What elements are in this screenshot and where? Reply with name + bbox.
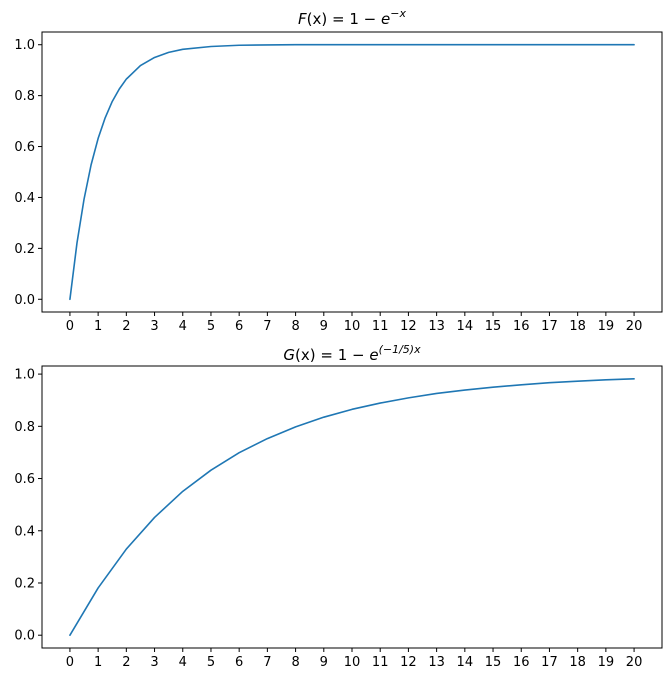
bottom-y-tick-label: 0.6	[14, 472, 35, 487]
bottom-x-tick-label: 17	[541, 655, 558, 670]
bottom-x-tick-label: 12	[400, 655, 417, 670]
bottom-x-tick-label: 14	[457, 655, 474, 670]
bottom-x-tick-label: 4	[179, 655, 187, 670]
top-x-tick-label: 4	[179, 319, 187, 334]
bottom-x-tick-label: 2	[122, 655, 130, 670]
bottom-series-line	[69, 377, 635, 637]
bottom-x-tick-label: 18	[569, 655, 586, 670]
bottom-x-tick-label: 20	[626, 655, 643, 670]
bottom-x-tick-label: 9	[320, 655, 328, 670]
bottom-y-tick-label: 1.0	[14, 368, 35, 383]
top-x-tick-label: 11	[372, 319, 389, 334]
top-x-tick-label: 15	[485, 319, 502, 334]
top-x-tick-label: 14	[457, 319, 474, 334]
top-x-tick-label: 0	[66, 319, 74, 334]
top-y-tick-label: 0.2	[14, 242, 35, 257]
top-title-exponent: −x	[390, 7, 406, 20]
bottom-chart-panel: G(x) = 1 − e(−1/5)x0 1 2 3 4 5 6 7 8 9 10 11 12 13 14 1…	[14, 343, 663, 670]
top-x-tick-label: 10	[344, 319, 361, 334]
top-x-tick-label: 18	[569, 319, 586, 334]
top-x-tick-label: 2	[122, 319, 130, 334]
bottom-x-tick-label: 5	[207, 655, 215, 670]
bottom-x-tick-label: 19	[598, 655, 615, 670]
bottom-x-tick-label: 7	[263, 655, 271, 670]
top-y-tick-label: 0.6	[14, 140, 35, 155]
top-x-tick-label: 17	[541, 319, 558, 334]
top-y-tick-label: 0.0	[14, 293, 35, 308]
bottom-title-func: G	[283, 346, 295, 364]
top-x-tick-label: 7	[263, 319, 271, 334]
top-x-tick-label: 16	[513, 319, 530, 334]
top-x-tick-label: 12	[400, 319, 417, 334]
top-title-eq: = 1 −	[327, 10, 381, 28]
bottom-chart-title: G(x) = 1 − e(−1/5)x	[283, 343, 421, 364]
top-x-tick-label: 8	[291, 319, 299, 334]
bottom-x-tick-label: 13	[428, 655, 445, 670]
top-x-tick-label: 20	[626, 319, 643, 334]
top-x-tick-label: 19	[598, 319, 615, 334]
top-x-tick-label: 13	[428, 319, 445, 334]
top-series-line	[69, 43, 635, 301]
top-axes-frame	[41, 31, 663, 313]
bottom-y-tick-label: 0.0	[14, 629, 35, 644]
bottom-x-tick-label: 16	[513, 655, 530, 670]
bottom-title-eq: = 1 −	[316, 346, 370, 364]
bottom-axes-frame	[41, 365, 663, 649]
top-y-tick-label: 0.8	[14, 89, 35, 104]
bottom-x-tick-label: 10	[344, 655, 361, 670]
bottom-x-tick-label: 15	[485, 655, 502, 670]
top-title-arg: (x)	[307, 10, 328, 28]
bottom-y-tick-label: 0.2	[14, 576, 35, 591]
top-x-tick-label: 3	[150, 319, 158, 334]
top-chart-title: F(x) = 1 − e−x	[298, 7, 406, 28]
bottom-x-tick-label: 8	[291, 655, 299, 670]
bottom-y-tick-label: 0.4	[14, 524, 35, 539]
top-x-tick-label: 9	[320, 319, 328, 334]
bottom-x-tick-label: 0	[66, 655, 74, 670]
bottom-x-tick-label: 3	[150, 655, 158, 670]
bottom-x-tick-label: 6	[235, 655, 243, 670]
top-y-tick-label: 0.4	[14, 191, 35, 206]
top-x-tick-label: 6	[235, 319, 243, 334]
bottom-x-tick-label: 1	[94, 655, 102, 670]
top-x-tick-label: 1	[94, 319, 102, 334]
top-title-func: F	[298, 10, 307, 28]
top-x-tick-label: 5	[207, 319, 215, 334]
bottom-title-base: e	[369, 346, 378, 364]
top-chart-panel: F(x) = 1 − e−x0 1 2 3 4 5 6 7 8 9 10 11 12 13 14 15 16 17…	[14, 7, 663, 334]
bottom-title-arg: (x)	[295, 346, 316, 364]
bottom-title-exponent: (−1/5)x	[379, 343, 422, 356]
bottom-x-tick-label: 11	[372, 655, 389, 670]
top-title-base: e	[381, 10, 390, 28]
top-y-tick-label: 1.0	[14, 38, 35, 53]
bottom-y-tick-label: 0.8	[14, 420, 35, 435]
